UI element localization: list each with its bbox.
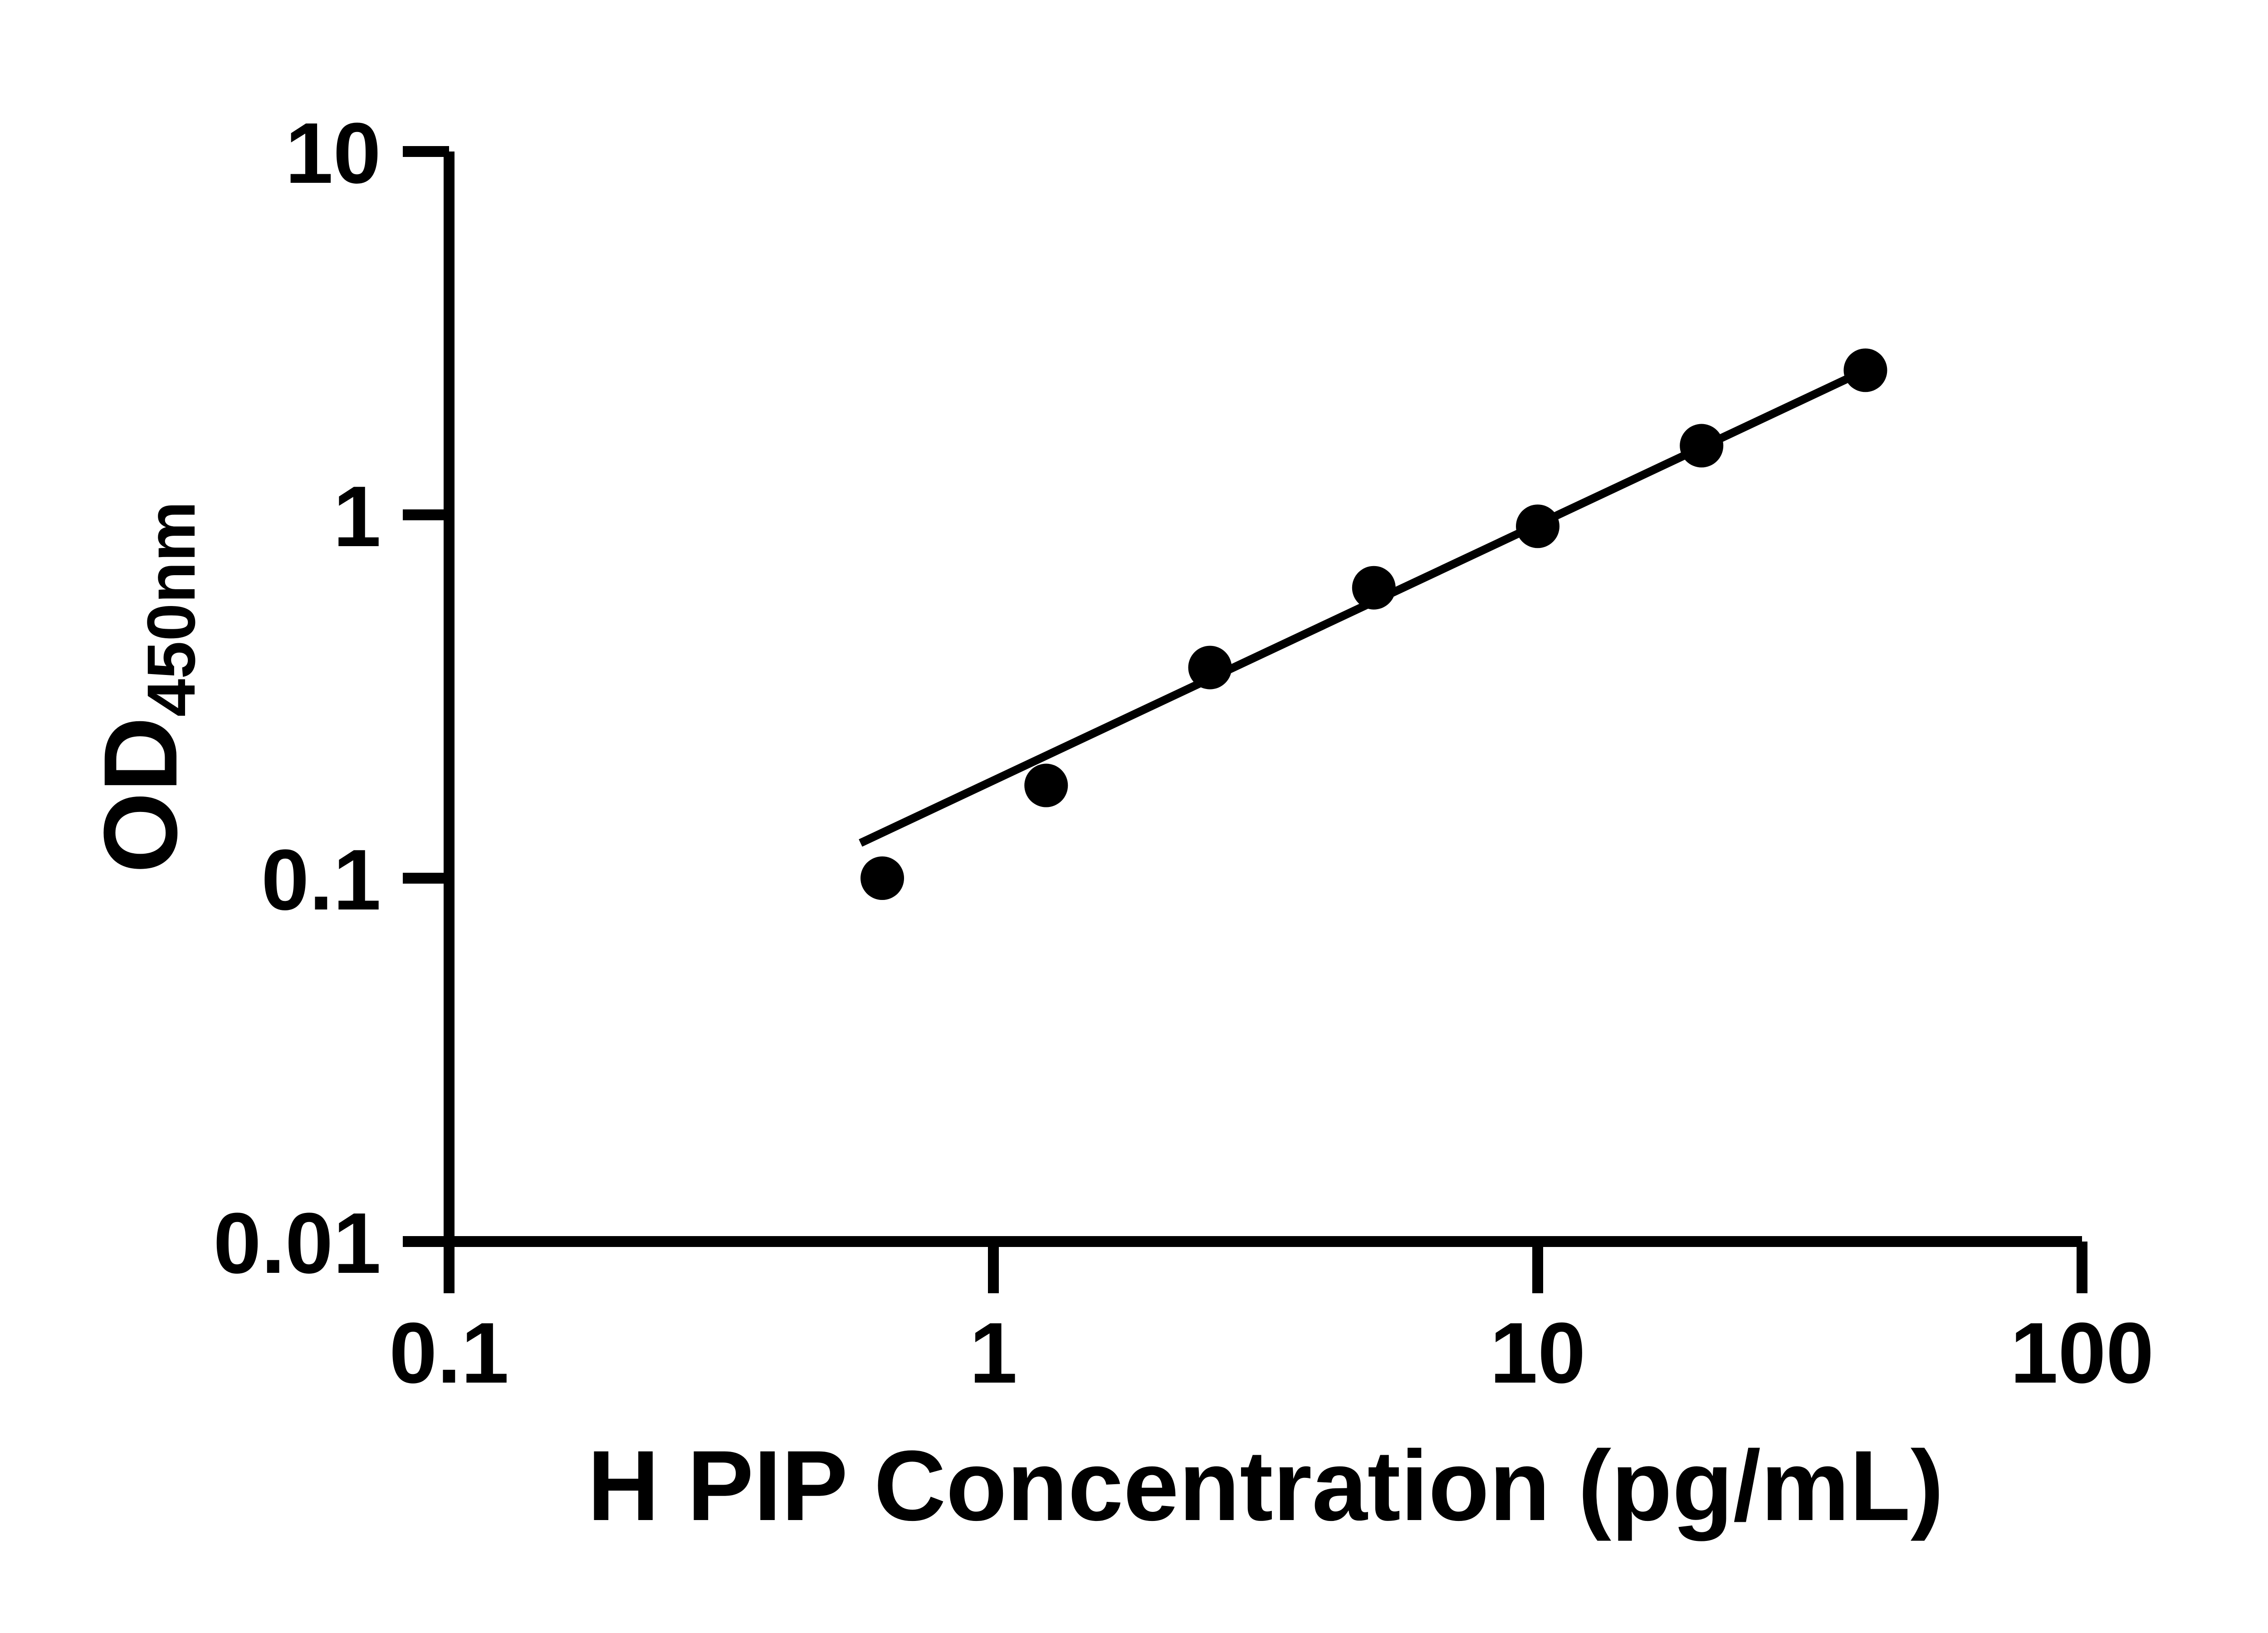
y-tick-label: 0.1 [261, 832, 381, 928]
x-axis-title: H PIP Concentration (pg/mL) [587, 1430, 1944, 1541]
x-tick-label: 100 [2010, 1305, 2154, 1401]
data-point [1188, 645, 1232, 689]
data-point [860, 856, 904, 900]
x-tick-label: 10 [1490, 1305, 1585, 1401]
axis-spine [444, 152, 2082, 1247]
data-point [1680, 424, 1724, 468]
data-point [1843, 348, 1887, 392]
data-point [1352, 566, 1396, 610]
y-tick-label: 10 [285, 105, 381, 201]
y-tick-label: 0.01 [213, 1195, 381, 1291]
y-axis-title-sub: 450nm [133, 501, 209, 717]
data-point [1516, 504, 1559, 548]
y-axis-title-main: OD [82, 717, 199, 874]
y-axis-title: OD450nm [82, 501, 209, 873]
x-tick-label: 1 [969, 1305, 1017, 1401]
data-point [1024, 763, 1068, 807]
axes [403, 146, 2087, 1293]
y-tick-label: 1 [333, 469, 381, 565]
x-tick-label: 0.1 [389, 1305, 509, 1401]
data-series [859, 348, 1887, 900]
